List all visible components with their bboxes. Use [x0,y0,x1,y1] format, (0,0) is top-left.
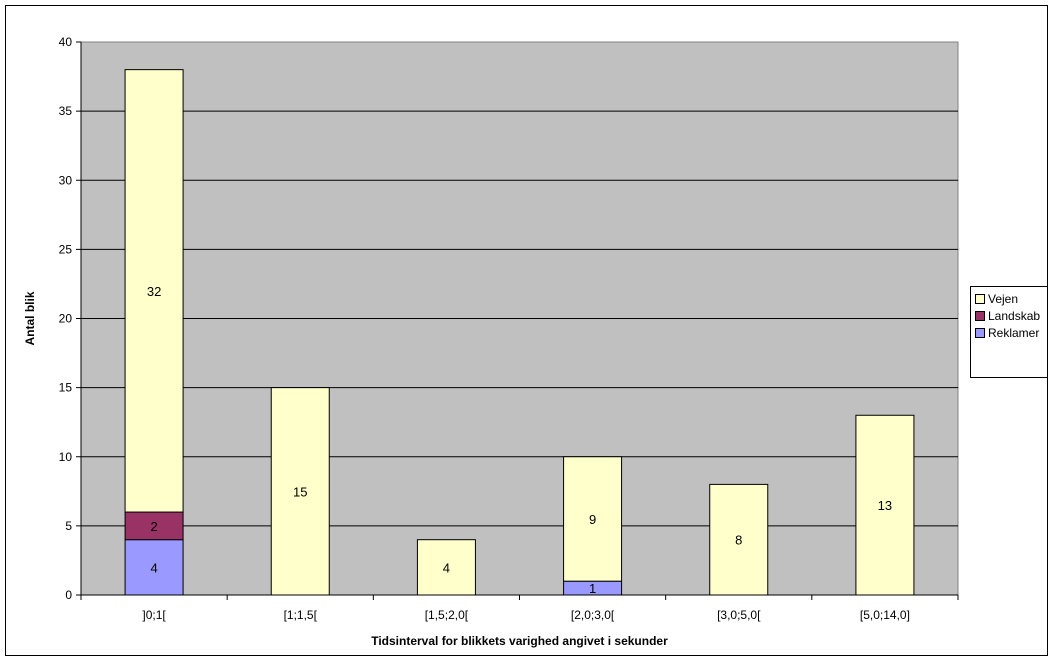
legend-swatch [975,293,985,304]
data-label: 13 [878,498,892,513]
x-tick-label: [5,0;14,0] [860,608,910,622]
y-tick-label: 15 [59,381,73,395]
x-axis-title: Tidsinterval for blikkets varighed angiv… [371,634,668,648]
data-label: 4 [443,560,450,575]
legend: Vejen Landskab Reklamer [970,286,1048,378]
legend-item-reklamer: Reklamer [975,324,1047,341]
y-tick-label: 5 [65,519,72,533]
x-tick-label: [2,0;3,0[ [571,608,615,622]
bar-vejen [270,387,330,596]
bar-vejen [563,456,623,582]
bar-landskab [124,511,184,541]
data-label: 15 [293,484,307,499]
y-tick-label: 0 [65,588,72,602]
y-axis-title: Antal blik [23,291,37,345]
legend-swatch [975,327,985,338]
legend-label: Landskab [988,308,1041,323]
x-tick-label: [1;1,5[ [284,608,318,622]
legend-swatch [975,310,985,321]
data-label: 8 [735,533,742,548]
legend-item-landskab: Landskab [975,307,1047,324]
y-tick-label: 30 [59,173,73,187]
data-label: 1 [589,581,596,596]
y-tick-label: 10 [59,450,73,464]
bar-vejen [416,539,476,596]
legend-label: Vejen [988,291,1019,306]
data-label: 2 [150,519,157,534]
y-tick-label: 35 [59,104,73,118]
legend-item-vejen: Vejen [975,290,1047,307]
x-tick-label: ]0;1[ [142,608,166,622]
bar-vejen [855,414,915,596]
legend-label: Reklamer [988,325,1040,340]
bar-vejen [124,69,184,513]
y-tick-label: 25 [59,242,73,256]
x-tick-label: [3,0;5,0[ [717,608,761,622]
bar-reklamer [124,539,184,596]
y-tick-label: 40 [59,35,73,49]
bar-vejen [709,483,769,596]
x-tick-label: [1,5;2,0[ [425,608,469,622]
data-label: 32 [147,284,161,299]
data-label: 9 [589,512,596,527]
y-tick-label: 20 [59,312,73,326]
data-label: 4 [150,560,157,575]
